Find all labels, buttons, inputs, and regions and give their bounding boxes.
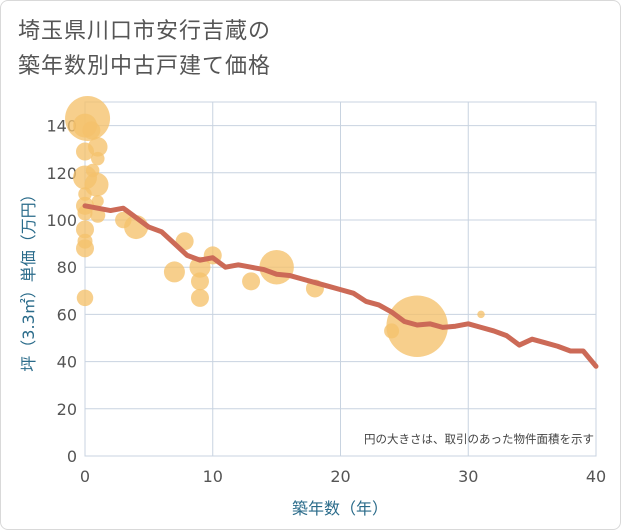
bubble: [190, 288, 209, 307]
bubble: [76, 289, 94, 307]
y-tick-label: 100: [46, 211, 77, 230]
y-tick-label: 80: [57, 258, 77, 277]
chart-title-line-1: 埼玉県川口市安行吉蔵の: [18, 19, 272, 44]
y-tick-label: 0: [67, 447, 77, 466]
y-axis-title: 坪（3.3㎡）単価（万円）: [19, 186, 38, 371]
chart-title-line-2: 築年数別中古戸建て価格: [18, 54, 272, 79]
x-axis-title: 築年数（年）: [292, 499, 388, 518]
bubble: [76, 220, 94, 239]
bubble: [82, 121, 101, 140]
bubble: [77, 205, 93, 221]
bubble: [477, 310, 485, 319]
bubble: [76, 239, 94, 258]
chart-title: 埼玉県川口市安行吉蔵の 築年数別中古戸建て価格: [18, 14, 271, 84]
x-tick-label: 0: [80, 467, 90, 486]
bubble: [91, 195, 104, 208]
bubble: [190, 272, 209, 291]
y-tick-label: 40: [57, 353, 77, 372]
x-tick-label: 10: [203, 467, 223, 486]
y-tick-label: 60: [57, 305, 77, 324]
plot-border: [84, 101, 597, 457]
y-tick-label: 120: [46, 164, 77, 183]
y-tick-label: 20: [57, 400, 77, 419]
bubble: [91, 151, 105, 166]
x-tick-label: 30: [458, 467, 478, 486]
x-tick-label: 20: [330, 467, 350, 486]
bubble: [163, 261, 185, 283]
bubble: [189, 256, 211, 278]
bubble: [90, 207, 106, 223]
size-note: 円の大きさは、取引のあった物件面積を示す: [364, 432, 594, 446]
x-tick-label: 40: [586, 467, 606, 486]
bubble: [242, 272, 261, 291]
bubble: [76, 142, 94, 161]
bubble: [78, 187, 92, 201]
trend-line: [82, 203, 599, 369]
bubbles: [65, 96, 485, 357]
trend-line-group: [82, 203, 599, 369]
